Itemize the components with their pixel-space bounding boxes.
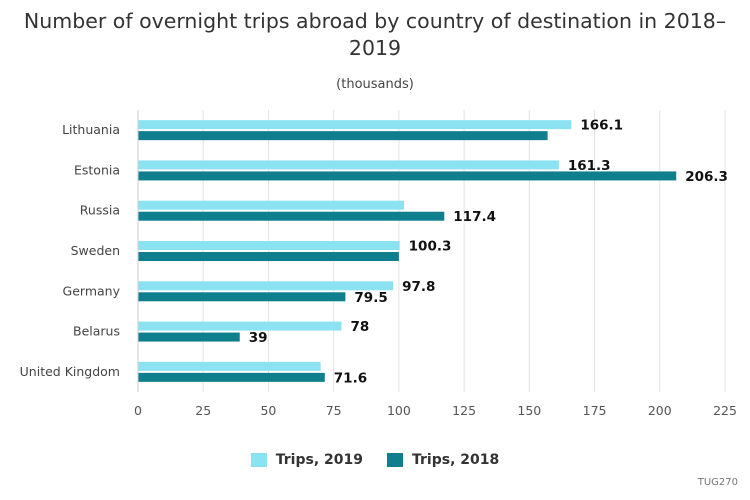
x-tick-label: 125 — [452, 403, 476, 418]
category-label: Estonia — [74, 162, 120, 177]
legend-swatch — [387, 453, 403, 467]
data-label: 117.4 — [453, 209, 496, 225]
category-label: United Kingdom — [20, 364, 120, 379]
bar — [138, 332, 240, 342]
x-tick-label: 150 — [517, 403, 541, 418]
bar — [138, 200, 405, 210]
data-label: 97.8 — [402, 279, 435, 295]
data-label: 79.5 — [354, 290, 387, 306]
legend: Trips, 2019 Trips, 2018 — [0, 452, 750, 468]
bar — [138, 160, 559, 170]
bar — [138, 292, 346, 302]
category-label: Germany — [63, 283, 121, 298]
bar — [138, 321, 342, 331]
chart-title: Number of overnight trips abroad by coun… — [23, 9, 727, 60]
x-tick-label: 0 — [134, 403, 142, 418]
source-id: TUG270 — [697, 477, 738, 488]
legend-item[interactable]: Trips, 2019 — [250, 452, 363, 468]
x-tick-label: 25 — [195, 403, 211, 418]
legend-swatch — [250, 453, 267, 467]
bar — [138, 252, 399, 261]
bar — [138, 131, 548, 141]
data-label: 78 — [350, 319, 369, 335]
x-tick-label: 225 — [713, 403, 737, 418]
x-tick-label: 200 — [648, 403, 672, 418]
data-label: 100.3 — [409, 239, 452, 255]
bar — [138, 361, 321, 371]
category-label: Belarus — [73, 324, 120, 339]
category-label: Lithuania — [62, 122, 120, 137]
chart-subtitle: (thousands) — [336, 77, 414, 92]
bar — [138, 211, 445, 221]
legend-item[interactable]: Trips, 2018 — [387, 452, 499, 468]
legend-label: Trips, 2018 — [412, 452, 500, 468]
data-label: 71.6 — [334, 370, 367, 386]
bar — [138, 372, 325, 382]
x-tick-label: 175 — [583, 403, 607, 418]
x-tick-label: 75 — [326, 403, 342, 418]
category-label: Sweden — [71, 243, 120, 258]
legend-label: Trips, 2019 — [275, 452, 363, 468]
data-label: 39 — [249, 330, 268, 346]
data-label: 206.3 — [685, 169, 728, 185]
bar — [138, 171, 677, 181]
x-tick-label: 100 — [387, 403, 411, 418]
x-tick-label: 50 — [260, 403, 276, 418]
bar — [138, 241, 400, 250]
category-label: Russia — [80, 203, 120, 218]
bar — [138, 281, 394, 291]
bar — [138, 120, 572, 130]
data-label: 161.3 — [568, 158, 611, 174]
data-label: 166.1 — [580, 118, 623, 134]
